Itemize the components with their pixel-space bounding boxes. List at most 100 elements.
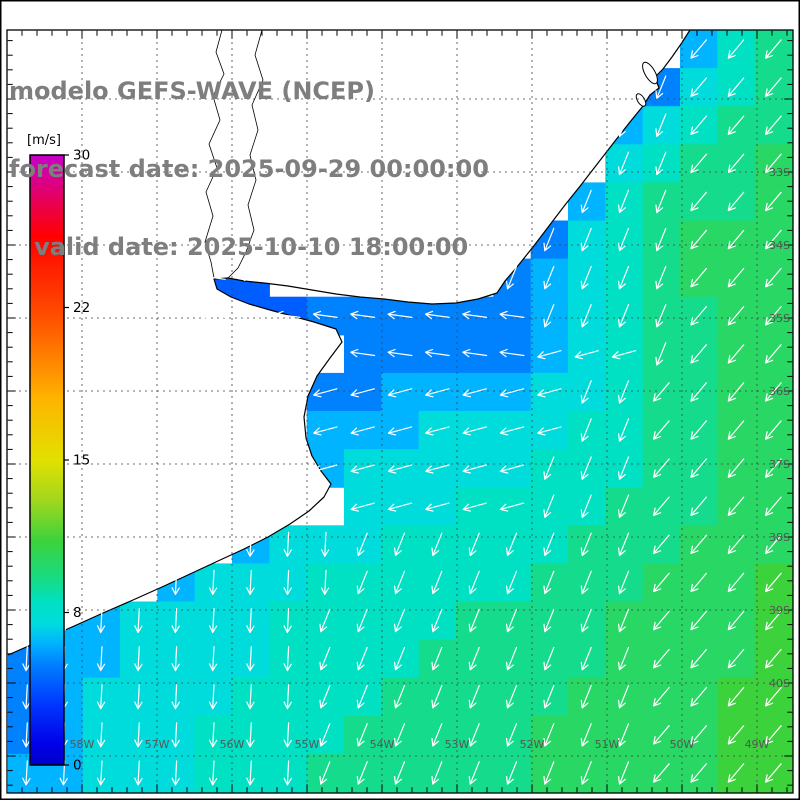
direction-arrow [765,763,782,783]
direction-arrow [246,760,255,786]
direction-arrow [537,350,562,360]
direction-arrow [506,608,518,633]
direction-arrow [22,760,31,786]
direction-arrow [134,608,143,634]
direction-arrow [356,723,368,747]
direction-arrow [394,608,406,633]
direction-arrow [727,648,745,669]
direction-arrow [313,426,338,436]
direction-arrow [283,760,292,786]
lon-label: 53W [445,738,470,751]
direction-arrow [765,687,782,707]
direction-arrow [313,388,338,398]
direction-arrow [690,648,707,669]
direction-arrow [319,723,331,747]
direction-arrow [690,610,707,631]
direction-arrow [611,350,637,360]
lon-label: 54W [370,738,395,751]
direction-arrow [246,531,255,557]
direction-arrow [134,760,143,786]
direction-arrow [200,310,226,320]
direction-arrow [283,569,292,595]
lon-label: 51W [595,738,620,751]
direction-arrow [618,532,630,557]
direction-arrow [653,420,670,440]
direction-arrow [96,646,106,672]
direction-arrow [319,608,331,633]
lon-label: 57W [145,738,170,751]
direction-arrow [499,502,525,512]
lat-label: 37S [769,458,790,471]
direction-arrow [580,685,592,709]
direction-arrow [462,388,487,398]
direction-arrow [350,388,375,398]
direction-arrow [543,456,555,480]
direction-arrow [424,310,450,320]
direction-arrow [506,532,518,557]
direction-arrow [468,570,480,595]
direction-arrow [319,685,331,709]
direction-arrow [727,725,745,745]
direction-arrow [765,306,782,326]
direction-arrow [690,306,707,326]
direction-arrow [618,685,630,709]
direction-arrow [537,426,562,436]
direction-arrow [468,646,480,671]
direction-arrow [655,75,667,99]
direction-arrow [468,761,480,785]
direction-arrow [727,115,745,135]
colorbar-tick-label: 15 [73,453,90,469]
direction-arrow [543,646,555,671]
direction-arrow [580,761,592,785]
direction-arrow [537,388,562,398]
direction-arrow [765,229,782,250]
direction-arrow [425,464,450,474]
direction-arrow [283,608,292,634]
river [227,29,264,279]
direction-arrow [765,725,782,745]
direction-arrow [96,608,106,634]
lagoon [635,93,647,107]
direction-arrow [468,532,480,557]
direction-arrow [283,646,292,672]
direction-arrow [499,348,525,358]
direction-arrow [431,685,443,709]
direction-arrow [543,532,555,557]
direction-arrow [727,610,745,631]
direction-arrow [543,685,555,709]
direction-arrow [543,608,555,633]
direction-arrow [580,608,592,633]
direction-arrow [727,572,745,593]
direction-arrow [319,646,331,671]
direction-arrow [653,382,670,402]
direction-arrow [208,608,218,634]
direction-arrow [431,646,443,671]
direction-arrow [134,684,143,710]
direction-arrow [543,304,555,328]
direction-arrow [350,502,375,512]
direction-arrow [350,464,375,474]
direction-arrow [653,725,670,745]
direction-arrow [431,723,443,747]
direction-arrow [618,189,630,214]
direction-arrow [690,115,707,135]
direction-arrow [356,646,368,671]
direction-arrow [727,420,745,440]
direction-arrow [320,569,330,595]
direction-arrow [618,265,630,290]
direction-arrow [350,426,375,436]
direction-arrow [765,648,782,669]
direction-arrow [543,494,555,518]
direction-arrow [653,648,670,669]
direction-arrow [543,761,555,785]
lon-label: 50W [670,738,695,751]
direction-arrow [387,348,413,358]
direction-arrow [765,77,782,97]
direction-arrow [727,77,745,97]
direction-arrow [618,151,630,176]
direction-arrow [765,382,782,402]
direction-arrow [543,227,555,252]
direction-arrow [171,684,180,710]
direction-arrow [431,532,443,557]
direction-arrow [580,304,592,328]
